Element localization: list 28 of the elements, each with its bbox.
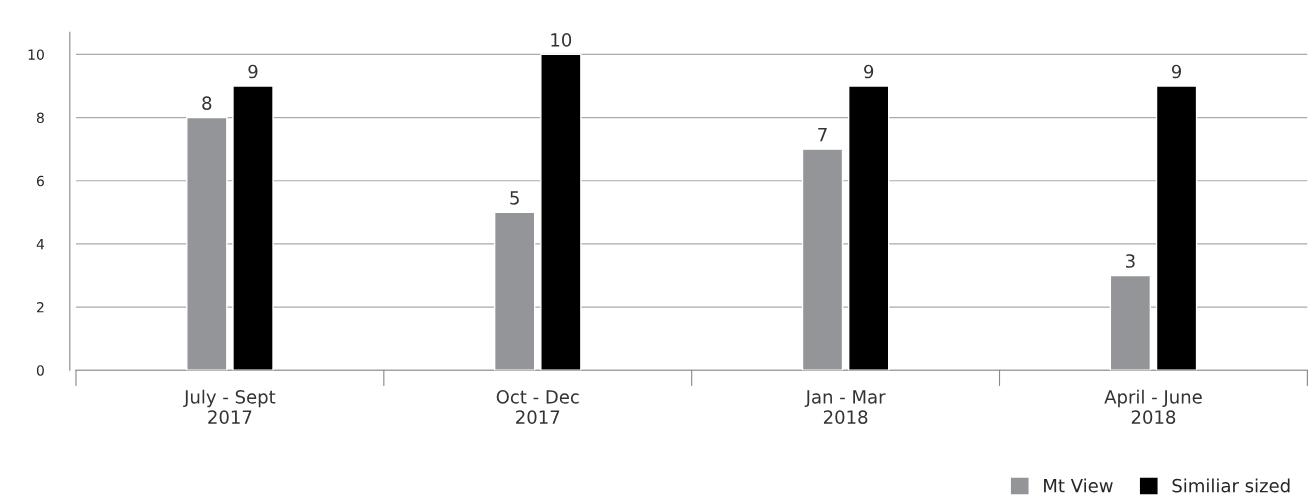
y-tick-label: 0 — [36, 365, 44, 376]
data-label: 3 — [1126, 254, 1135, 268]
legend-label: Similiar sized — [1172, 478, 1290, 493]
bar — [847, 85, 890, 371]
data-label: 9 — [248, 64, 258, 79]
data-label: 8 — [202, 96, 212, 110]
data-label: 9 — [1171, 64, 1182, 79]
x-tick-label: July - Sept 2017 — [183, 389, 276, 424]
data-label: 9 — [864, 64, 874, 79]
data-label: 7 — [818, 128, 827, 142]
y-tick-label: 10 — [28, 49, 44, 60]
data-label: 5 — [510, 191, 519, 205]
bar — [1155, 85, 1198, 371]
x-tick-label: April - June 2018 — [1104, 389, 1202, 424]
legend-label: Mt View — [1044, 478, 1113, 493]
y-tick-label: 6 — [36, 175, 44, 187]
bar — [493, 211, 536, 371]
x-tick-label: Jan - Mar 2018 — [804, 390, 886, 424]
bar — [1109, 274, 1152, 371]
y-tick-label: 4 — [36, 239, 45, 250]
x-tick-label: Oct - Dec 2017 — [496, 390, 579, 424]
bar — [186, 116, 228, 371]
y-tick-label: 8 — [36, 112, 44, 124]
bar — [801, 148, 844, 371]
data-label: 10 — [551, 33, 572, 47]
bar — [540, 53, 582, 371]
y-tick-label: 2 — [37, 302, 44, 313]
bar — [232, 85, 274, 371]
